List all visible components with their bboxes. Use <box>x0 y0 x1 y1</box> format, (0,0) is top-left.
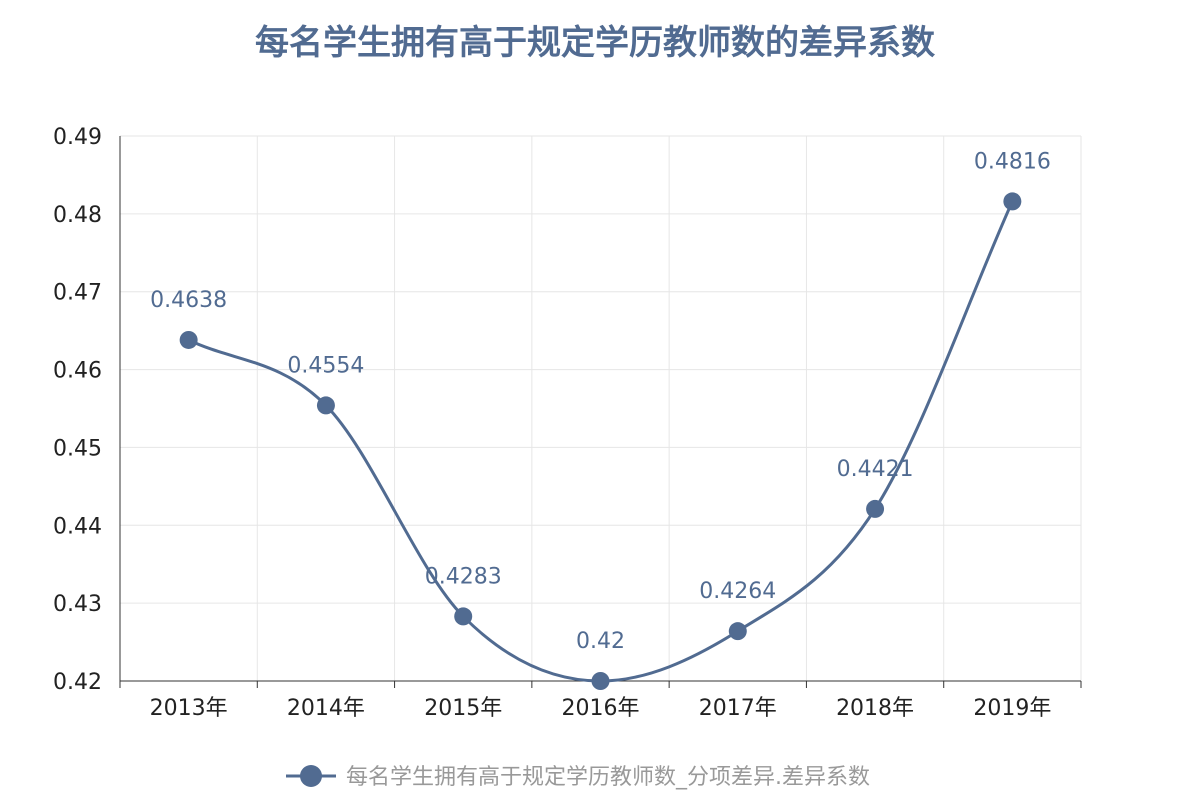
y-tick-label: 0.44 <box>53 514 102 539</box>
x-tick-label: 2013年 <box>150 696 228 721</box>
data-labels: 0.4638 0.4554 0.4283 0.42 0.4264 0.4421 0.4816 <box>150 149 1051 654</box>
data-point[interactable] <box>1003 192 1022 211</box>
legend-label[interactable]: 每名学生拥有高于规定学历教师数_分项差异.差异系数 <box>346 765 870 790</box>
data-label: 0.4283 <box>425 564 502 589</box>
x-tick-label: 2014年 <box>287 696 365 721</box>
data-point[interactable] <box>454 607 473 626</box>
y-tick-label: 0.43 <box>53 592 102 617</box>
data-label: 0.4264 <box>699 579 776 604</box>
series-line-group <box>179 192 1022 690</box>
y-tick-label: 0.46 <box>53 359 102 384</box>
y-tick-label: 0.48 <box>53 203 102 228</box>
legend-marker-icon <box>300 765 322 787</box>
series-line <box>187 200 1014 683</box>
chart-title: 每名学生拥有高于规定学历教师数的差异系数 <box>255 23 935 63</box>
legend[interactable]: 每名学生拥有高于规定学历教师数_分项差异.差异系数 <box>286 765 870 790</box>
data-point[interactable] <box>728 622 747 641</box>
data-point[interactable] <box>866 499 885 518</box>
x-tick-label: 2015年 <box>424 696 502 721</box>
x-tick-label: 2016年 <box>562 696 640 721</box>
y-tick-label: 0.42 <box>53 670 102 695</box>
data-label: 0.42 <box>576 629 625 654</box>
data-label: 0.4554 <box>287 353 364 378</box>
data-point[interactable] <box>591 672 610 690</box>
grid-lines <box>120 135 1082 681</box>
y-tick-label: 0.45 <box>53 436 102 461</box>
axes: 0.42 0.43 0.44 0.45 0.46 0.47 0.48 0.49 2013年 201… <box>53 125 1082 721</box>
data-point[interactable] <box>316 396 335 415</box>
y-tick-label: 0.49 <box>53 125 102 150</box>
data-label: 0.4421 <box>837 457 914 482</box>
x-tick-label: 2017年 <box>699 696 777 721</box>
data-label: 0.4816 <box>974 149 1051 174</box>
y-tick-label: 0.47 <box>53 281 102 306</box>
x-tick-label: 2018年 <box>836 696 914 721</box>
x-tick-label: 2019年 <box>973 696 1051 721</box>
data-label: 0.4638 <box>150 288 227 313</box>
data-point[interactable] <box>179 330 198 349</box>
